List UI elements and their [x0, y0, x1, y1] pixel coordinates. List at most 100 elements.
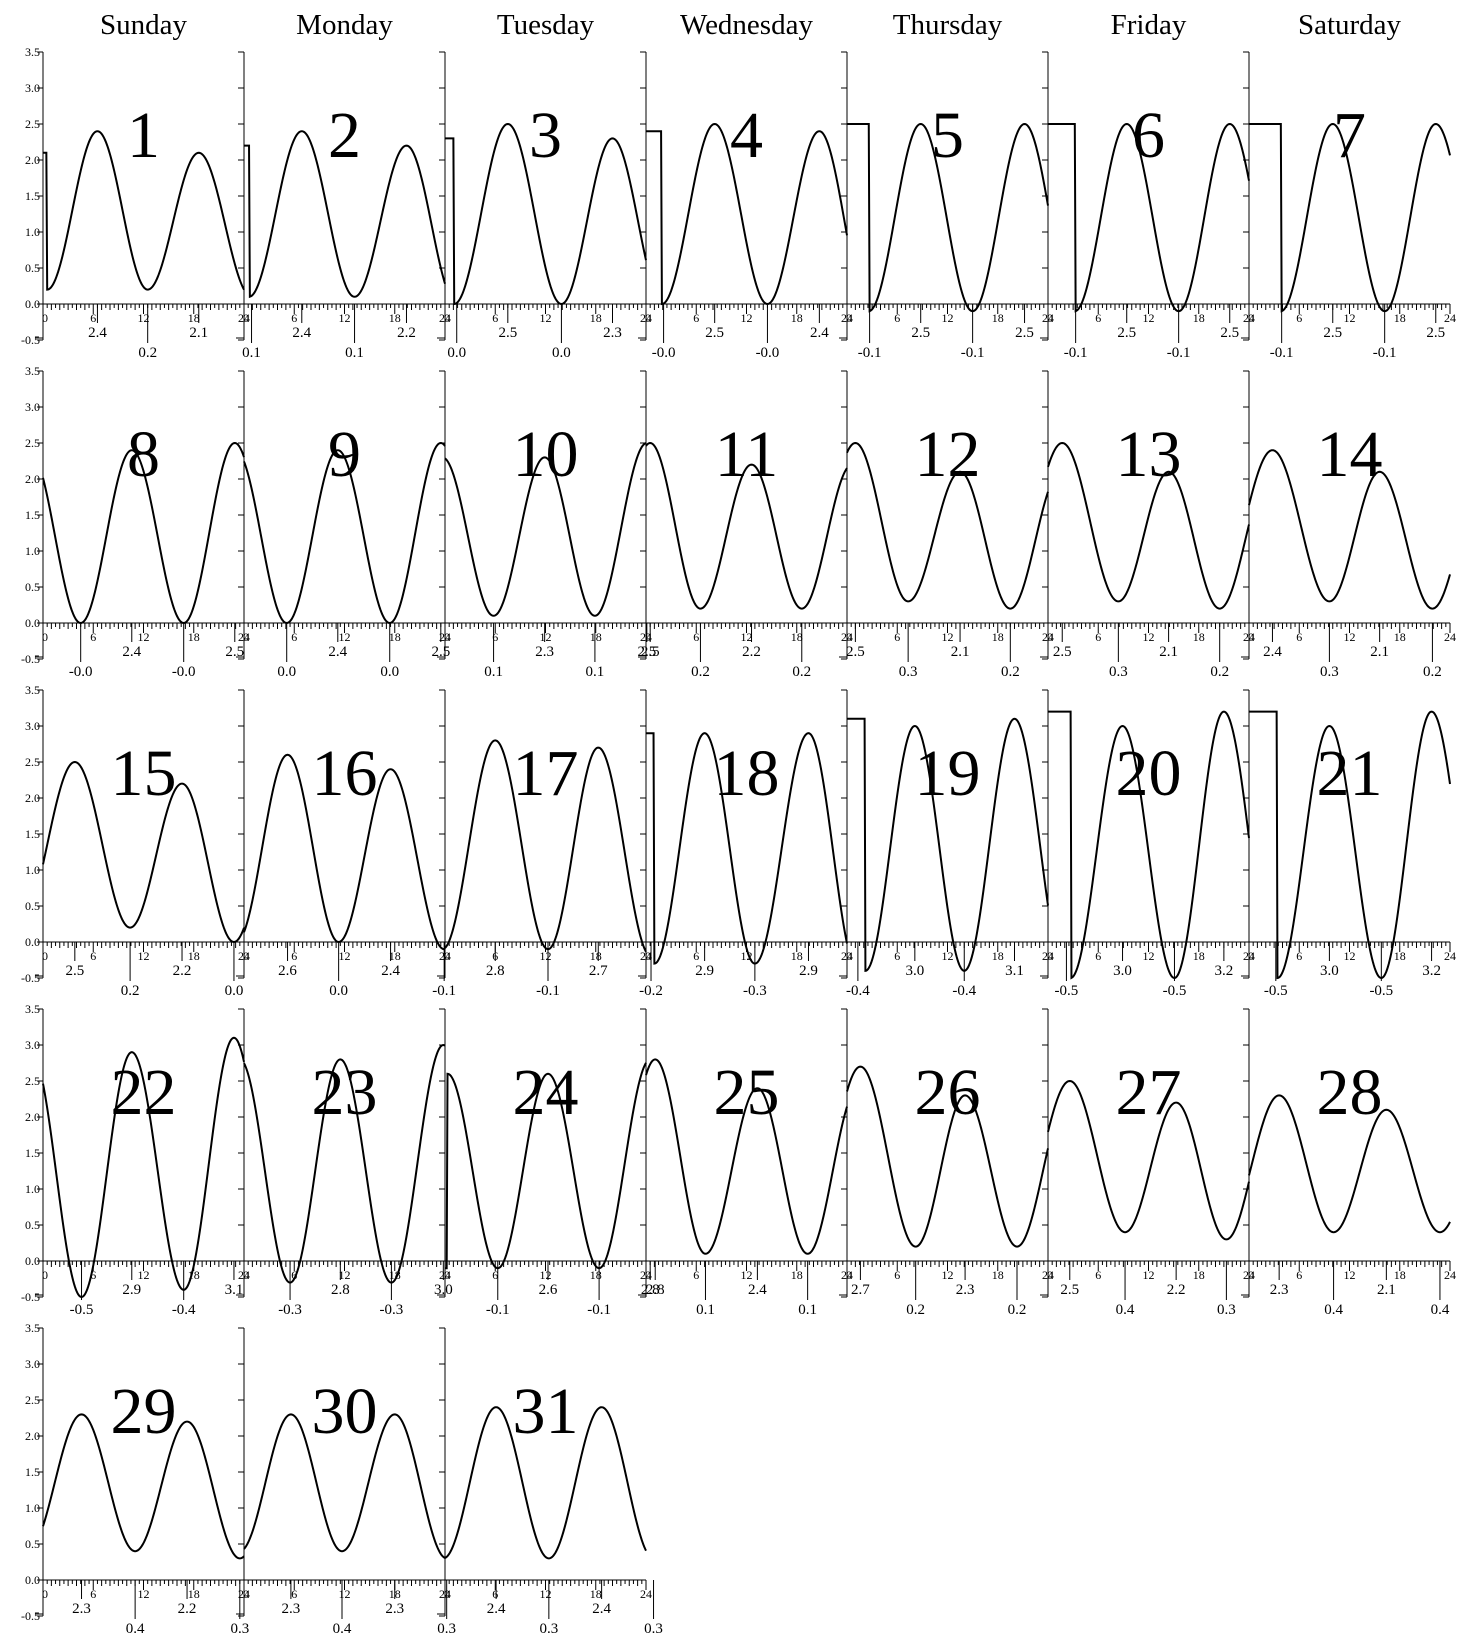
x-tick-label: 0 [42, 1268, 48, 1282]
high-tide-label: 2.9 [695, 963, 714, 979]
x-tick-label: 12 [942, 949, 954, 963]
low-tide-label: -0.4 [172, 1302, 196, 1318]
x-tick-label: 0 [243, 630, 249, 644]
tide-curve [645, 1058, 848, 1255]
x-tick-label: 0 [645, 630, 651, 644]
x-tick-label: 18 [1193, 311, 1205, 325]
day-number: 11 [715, 418, 779, 491]
x-tick-label: 12 [741, 630, 753, 644]
x-tick-label: 18 [1394, 949, 1406, 963]
day-cell-29: -0.50.00.51.01.52.02.53.03.50 6 12 18 24292.… [21, 1321, 250, 1637]
low-tide-label: -0.0 [172, 664, 196, 680]
x-tick-label: 18 [590, 1587, 602, 1601]
x-tick-label: 0 [1047, 311, 1053, 325]
high-tide-label: 3.2 [1422, 963, 1441, 979]
tide-curve [646, 732, 848, 965]
low-tide-label: -0.3 [380, 1302, 404, 1318]
high-tide-label: 2.9 [122, 1282, 141, 1298]
day-number: 26 [915, 1056, 981, 1129]
day-cell-28: 0 6 12 18 24 28 2.3 0.4 2.1 0.4 [1241, 1008, 1456, 1318]
high-tide-label: 2.5 [65, 963, 84, 979]
x-tick-label: 12 [540, 1268, 552, 1282]
high-tide-label: 2.5 [1060, 1282, 1079, 1298]
x-tick-label: 0 [42, 630, 48, 644]
weekday-headers: Sunday Monday Tuesday Wednesday Thursday Frid… [100, 9, 1402, 41]
y-tick-label: 2.0 [25, 153, 40, 167]
low-tide-label: -0.1 [961, 345, 985, 361]
low-tide-label: 0.4 [1116, 1302, 1135, 1318]
y-tick-label: 1.0 [25, 863, 40, 877]
tide-curve [846, 1065, 1049, 1248]
axis-corner-mark [437, 1281, 446, 1296]
low-tide-label: -0.4 [846, 983, 870, 999]
low-tide-label: -0.0 [69, 664, 93, 680]
x-tick-label: 0 [42, 949, 48, 963]
tide-curve [243, 1413, 446, 1559]
tide-curve [1048, 122, 1250, 313]
x-tick-label: 6 [90, 311, 96, 325]
x-tick-label: 12 [138, 1268, 150, 1282]
x-tick-label: 12 [339, 630, 351, 644]
y-tick-label: 2.5 [25, 1393, 40, 1407]
high-tide-label: 2.2 [1167, 1282, 1186, 1298]
y-tick-label: 2.5 [25, 755, 40, 769]
low-tide-label: -0.3 [743, 983, 767, 999]
high-tide-label: 2.5 [911, 325, 930, 341]
x-tick-label: 0 [1248, 630, 1254, 644]
low-tide-label: 0.4 [1431, 1302, 1450, 1318]
tide-curve [42, 760, 245, 944]
x-tick-label: 12 [942, 630, 954, 644]
tide-curve [645, 441, 848, 610]
low-tide-label: 0.2 [792, 664, 811, 680]
day-number: 1 [127, 99, 160, 172]
axis-corner-mark [638, 324, 647, 339]
y-tick-label: 1.5 [25, 827, 40, 841]
y-tick-label: 1.0 [25, 1501, 40, 1515]
weekday-header-tuesday: Tuesday [497, 9, 595, 41]
x-tick-label: 12 [339, 1268, 351, 1282]
x-tick-label: 12 [1143, 1268, 1155, 1282]
x-tick-label: 12 [1344, 949, 1356, 963]
tide-curve [42, 1413, 245, 1560]
y-tick-label: 1.0 [25, 544, 40, 558]
high-tide-label: 2.5 [225, 644, 244, 660]
axis-corner-mark [1241, 643, 1250, 658]
y-tick-label: 0.0 [25, 297, 40, 311]
x-tick-label: 18 [791, 1268, 803, 1282]
x-tick-label: 6 [1296, 1268, 1302, 1282]
day-number: 24 [513, 1056, 579, 1129]
high-tide-label: 2.5 [1220, 325, 1239, 341]
high-tide-label: 2.5 [431, 644, 450, 660]
x-tick-label: 12 [942, 1268, 954, 1282]
weekday-header-friday: Friday [1111, 9, 1187, 41]
high-tide-label: 2.3 [603, 325, 622, 341]
low-tide-label: 0.0 [329, 983, 348, 999]
x-tick-label: 18 [992, 630, 1004, 644]
x-tick-label: 6 [90, 949, 96, 963]
y-tick-label: -0.5 [21, 652, 40, 666]
axis-corner-mark [236, 324, 245, 339]
high-tide-label: 3.0 [1113, 963, 1132, 979]
day-number: 15 [111, 737, 177, 810]
axis-corner-mark [35, 324, 44, 339]
x-tick-label: 12 [1143, 311, 1155, 325]
x-tick-label: 12 [1344, 630, 1356, 644]
day-cell-17: 06121824172.8-0.12.7-0.2 [437, 689, 663, 999]
axis-corner-mark [236, 962, 245, 977]
y-tick-label: 0.0 [25, 616, 40, 630]
y-tick-label: 0.0 [25, 1573, 40, 1587]
x-tick-label: 18 [188, 949, 200, 963]
day-number: 28 [1317, 1056, 1383, 1129]
day-cell-8: -0.50.00.51.01.52.02.53.03.50 6 12 18 248-0.… [21, 364, 250, 680]
x-tick-label: 18 [188, 630, 200, 644]
low-tide-label: -0.0 [652, 345, 676, 361]
x-tick-label: 6 [492, 311, 498, 325]
high-tide-label: 3.2 [1215, 963, 1234, 979]
axis-corner-mark [437, 324, 446, 339]
high-tide-label: 2.4 [122, 644, 141, 660]
x-tick-label: 6 [492, 1587, 498, 1601]
